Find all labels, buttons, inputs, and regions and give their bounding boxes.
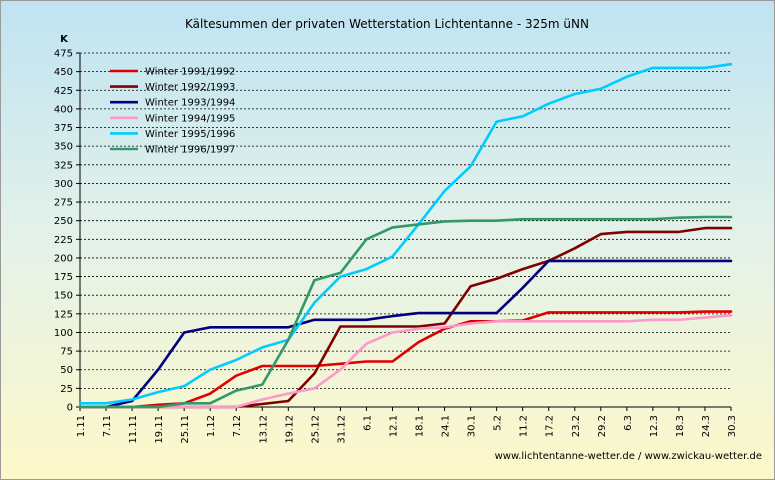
series-line-2 [78, 226, 733, 409]
y-tick-label: 300 [54, 179, 73, 190]
y-tick-label: 100 [54, 328, 73, 339]
y-tick-label: 150 [54, 291, 73, 302]
x-tick-label: 30.1 [467, 415, 478, 437]
legend-entry: Winter 1994/1995 [145, 113, 235, 124]
x-tick-label: 25.12 [310, 415, 321, 444]
series-line-5 [78, 62, 733, 405]
y-tick-label: 400 [54, 104, 73, 115]
y-tick-labels: 0 25 50 75 100 125 150 175 200 225 250 275 300 325 350… [54, 49, 73, 414]
x-tick-label: 11.11 [128, 415, 139, 444]
series-line-4 [78, 313, 733, 409]
series-line-3 [78, 259, 733, 409]
y-tick-label: 275 [54, 198, 73, 209]
legend-entry: Winter 1992/1993 [145, 82, 235, 93]
y-tick-label: 425 [54, 86, 73, 97]
y-tick-label: 0 [67, 403, 73, 414]
x-tick-label: 11.2 [519, 415, 530, 437]
x-tick-label: 19.12 [284, 415, 295, 444]
x-tick-label: 24.3 [701, 415, 712, 437]
y-tick-label: 75 [60, 347, 73, 358]
x-tick-label: 5.2 [493, 415, 504, 431]
x-tick-label: 19.11 [154, 415, 165, 444]
y-tick-label: 475 [54, 49, 73, 60]
legend-entry: Winter 1993/1994 [145, 98, 235, 109]
legend-entry: Winter 1996/1997 [145, 145, 235, 156]
x-tick-label: 1.12 [206, 415, 217, 437]
x-tick-label: 25.11 [180, 415, 191, 444]
legend: Winter 1991/1992 Winter 1992/1993 Winter 1… [110, 67, 235, 156]
y-tick-label: 350 [54, 142, 73, 153]
y-tick-label: 200 [54, 253, 73, 264]
legend-entry: Winter 1991/1992 [145, 67, 235, 78]
y-tick-label: 225 [54, 235, 73, 246]
x-tick-label: 29.2 [597, 415, 608, 437]
series-lines [78, 62, 733, 409]
x-tick-label: 31.12 [336, 415, 347, 444]
legend-entry: Winter 1995/1996 [145, 129, 235, 140]
x-tick-label: 24.1 [441, 415, 452, 437]
x-tick-label: 23.2 [571, 415, 582, 437]
y-tick-label: 125 [54, 309, 73, 320]
chart-title: Kältesummen der privaten Wetterstation L… [185, 17, 589, 31]
x-tick-labels: 1.11 7.11 11.11 19.11 25.11 1.12 7.12 13.12 19.1… [76, 415, 738, 444]
x-tick-label: 6.3 [623, 415, 634, 431]
x-tick-label: 18.1 [415, 415, 426, 437]
y-tick-label: 450 [54, 67, 73, 78]
series-line-1 [78, 310, 733, 409]
y-tick-label: 325 [54, 160, 73, 171]
x-tick-label: 12.1 [388, 415, 399, 437]
y-tick-label: 175 [54, 272, 73, 283]
x-tick-label: 17.2 [545, 415, 556, 437]
y-tick-label: 250 [54, 216, 73, 227]
x-tick-label: 18.3 [675, 415, 686, 437]
x-tick-label: 12.3 [649, 415, 660, 437]
source-credit: www.lichtentanne-wetter.de / www.zwickau… [495, 451, 762, 462]
y-axis-label: K [60, 34, 69, 45]
y-tick-label: 50 [60, 365, 73, 376]
x-tick-label: 7.12 [232, 415, 243, 437]
x-tick-label: 13.12 [258, 415, 269, 444]
x-tick-label: 1.11 [76, 415, 87, 437]
x-tick-label: 7.11 [102, 415, 113, 437]
series-line-6 [78, 215, 733, 409]
y-tick-label: 375 [54, 123, 73, 134]
x-tick-label: 30.3 [727, 415, 738, 437]
y-tick-label: 25 [60, 384, 73, 395]
x-tick-label: 6.1 [362, 415, 373, 431]
